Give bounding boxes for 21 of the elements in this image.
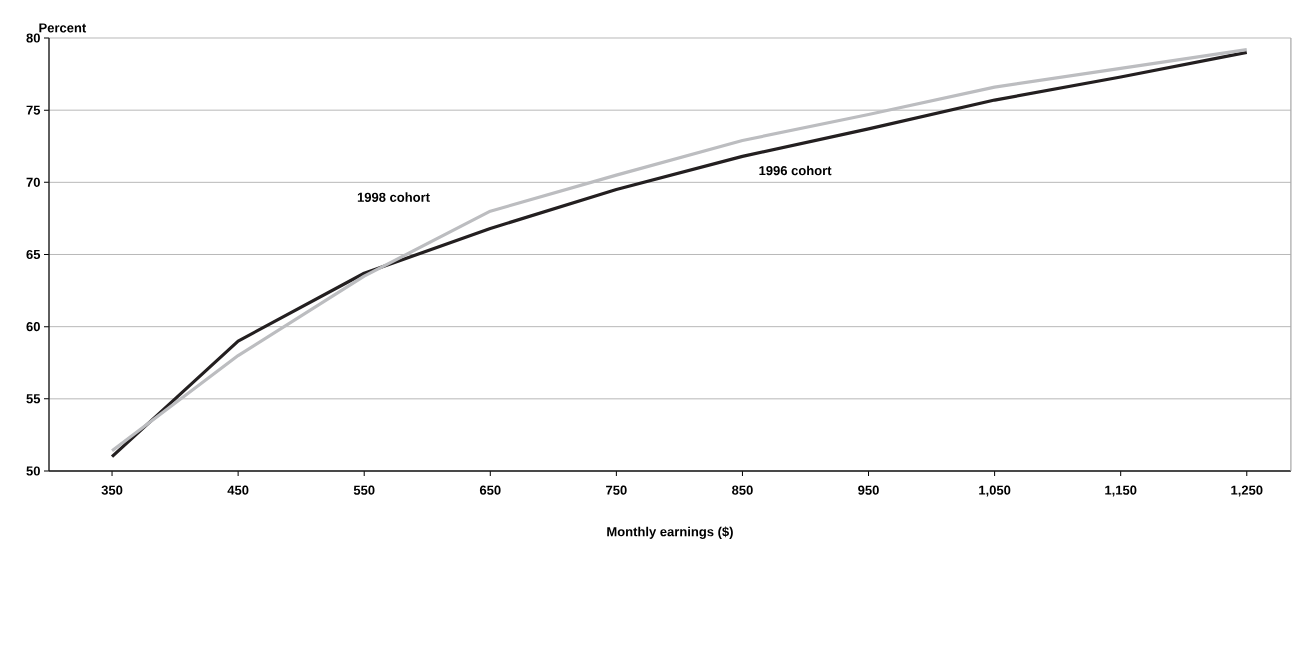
y-tick-label: 65 [26,249,41,260]
x-tick-label: 450 [227,485,249,495]
y-tick-label: 50 [26,466,40,476]
y-tick-label: 80 [26,33,40,43]
x-tick-label: 650 [479,485,501,495]
series-label: 1996 cohort [759,165,832,176]
y-tick-label: 75 [26,105,41,115]
y-tick-label: 70 [26,177,40,187]
x-tick-label: 350 [101,485,123,495]
x-axis-title: Monthly earnings ($) [607,526,733,539]
y-tick-label: 55 [26,394,41,404]
x-tick-label: 950 [858,485,879,495]
x-tick-label: 550 [353,485,375,495]
x-tick-label: 750 [606,485,627,495]
x-tick-label: 1,050 [979,485,1011,497]
x-tick-label: 1,150 [1105,485,1137,497]
x-tick-label: 1,250 [1231,485,1263,497]
y-axis-title: Percent [39,23,87,33]
x-tick-label: 850 [732,485,753,495]
text: 1998 cohort [357,192,430,202]
y-tick-label: 60 [26,322,40,332]
